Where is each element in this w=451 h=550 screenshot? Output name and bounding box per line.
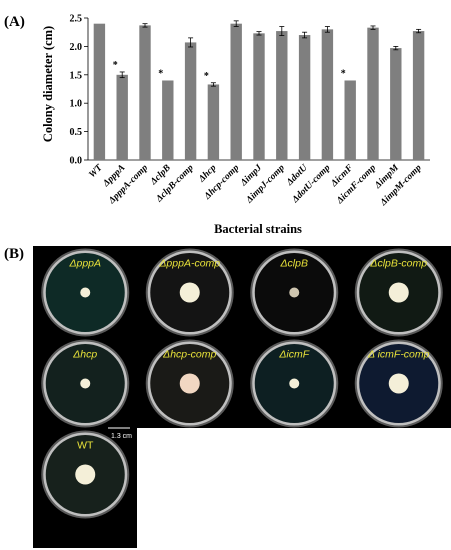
plate: Δ icmF-comp — [354, 339, 443, 428]
bar — [298, 35, 311, 160]
plate-grid: ΔpppA ΔpppA-comp ΔclpB ΔclpB-comp Δhcp Δhcp-c… — [41, 248, 443, 519]
plate: ΔicmF — [250, 339, 339, 428]
bar-chart: Colony diameter (cm) Bacterial strains 0… — [41, 14, 430, 236]
significance-marker: * — [204, 71, 209, 82]
y-tick-label: 2.5 — [70, 14, 83, 25]
bar — [184, 42, 197, 161]
y-tick-label: 0.5 — [70, 127, 83, 138]
significance-marker: * — [158, 68, 163, 79]
bar — [344, 80, 356, 160]
scale-bar-label: 1.3 cm — [111, 433, 132, 440]
colony — [179, 373, 200, 394]
x-axis-title: Bacterial strains — [214, 222, 302, 236]
y-ticks: 0.0 0.5 1.0 1.5 2.0 2.5 — [70, 14, 88, 167]
plate-label: ΔpppA — [68, 258, 101, 270]
bar — [412, 31, 425, 161]
plate-label: Δhcp-comp — [162, 349, 216, 361]
y-tick-label: 1.5 — [70, 70, 83, 81]
bar — [93, 23, 106, 161]
plate: ΔpppA-comp — [145, 248, 234, 337]
plate: WT — [41, 430, 130, 519]
bar — [253, 33, 265, 160]
plate-label: WT — [77, 440, 94, 452]
colony — [75, 464, 96, 485]
significance-marker: * — [341, 68, 346, 79]
colony — [80, 378, 91, 389]
y-tick-label: 1.0 — [70, 99, 83, 110]
colony — [80, 287, 91, 298]
bar — [139, 25, 151, 160]
panel-a-label: (A) — [4, 14, 25, 30]
significance-marker: * — [113, 60, 118, 71]
bar — [162, 80, 174, 160]
bar — [276, 31, 288, 161]
bar — [230, 23, 242, 161]
y-tick-label: 0.0 — [70, 156, 83, 167]
plate-label: ΔclpB-comp — [369, 258, 427, 270]
plate-label: Δhcp — [72, 349, 97, 361]
plate-label: Δ icmF-comp — [367, 349, 430, 361]
colony — [289, 378, 300, 389]
bar — [367, 27, 379, 160]
plate: ΔclpB — [250, 248, 339, 337]
plate-label: ΔclpB — [280, 258, 308, 270]
colony — [388, 282, 409, 303]
colony — [388, 373, 409, 394]
plate-label: ΔicmF — [278, 349, 309, 361]
colony — [179, 282, 200, 303]
y-tick-label: 2.0 — [70, 42, 83, 53]
plate-label: ΔpppA-comp — [158, 258, 220, 270]
y-axis-title: Colony diameter (cm) — [41, 26, 55, 142]
plate: ΔpppA — [41, 248, 130, 337]
bar — [321, 29, 334, 160]
plate: Δhcp-comp — [145, 339, 234, 428]
x-tick-label: WT — [87, 162, 105, 180]
colony — [289, 287, 300, 298]
bars: * * * * — [93, 20, 425, 161]
bar — [390, 48, 402, 160]
plate: ΔclpB-comp — [354, 248, 443, 337]
plate: Δhcp — [41, 339, 130, 428]
bar — [207, 84, 220, 160]
panel-b-label: (B) — [4, 246, 24, 262]
bar — [116, 74, 128, 160]
